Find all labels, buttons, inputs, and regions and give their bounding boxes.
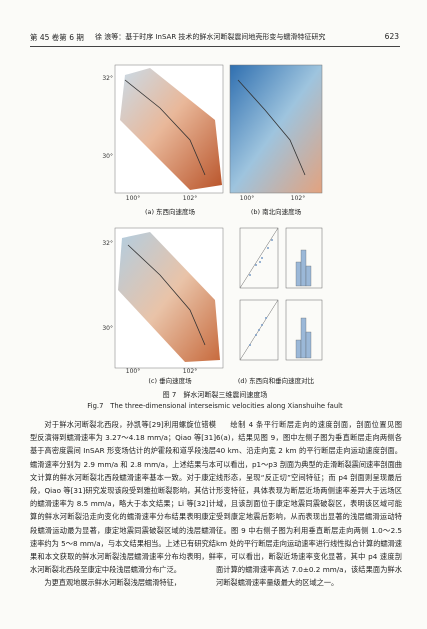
caption-zh: 图 7 鲜水河断裂三维震间速度场 (162, 391, 268, 399)
scatter-points (249, 239, 273, 346)
fault (127, 244, 206, 346)
volume: 第 45 卷第 6 期 (30, 33, 84, 42)
caption-en: Fig.7 The three-dimensional interseismic… (87, 402, 343, 410)
paragraph: 为更直观地展示鲜水河断裂浅层蠕滑特征， (44, 578, 181, 588)
map-up (118, 232, 220, 362)
map-tick: 32° (102, 240, 113, 247)
map-ns (229, 64, 323, 194)
map-tick: 100° (126, 195, 140, 202)
fault (124, 79, 206, 176)
map-tick: 30° (102, 325, 113, 332)
page-number: 623 (384, 32, 399, 41)
paragraph: 对于鲜水河断裂北西段，孙凯等[29]利用螺旋位错模型反演得到蠕滑速率为 3.27… (30, 420, 216, 575)
fault (237, 79, 306, 176)
column-left: 对于鲜水河断裂北西段，孙凯等[29]利用螺旋位错模型反演得到蠕滑速率为 3.27… (30, 418, 216, 590)
map-tick: 102° (291, 195, 305, 202)
map-tick: 102° (183, 368, 197, 375)
map-tick: 100° (240, 195, 254, 202)
paragraph: 绘制 4 条平行断层走向的速度剖面，剖面位置见图 6(a)，结果见图 9，图中左… (216, 420, 402, 588)
subcaption: (a) 东西向速度场 (144, 208, 196, 216)
subcaption: (c) 垂向速度场 (148, 377, 192, 385)
running-title: 徐 浪等：基于时序 InSAR 技术的鲜水河断裂震间地壳形变与蠕滑特征研究 (95, 33, 326, 41)
subcaption: (b) 南北向速度场 (250, 208, 302, 216)
map-ew (120, 68, 222, 190)
map-tick: 102° (183, 195, 197, 202)
subcaption: (d) 东西向和垂向速度对比 (237, 377, 315, 385)
figure: 32° 30° 100° 102° 100° 102° 32° 30° 100° 102° (102, 64, 323, 375)
map-tick: 100° (126, 368, 140, 375)
histograms (295, 249, 312, 359)
header-rule (30, 46, 400, 47)
map-tick: 30° (102, 153, 113, 160)
map-tick: 32° (102, 75, 113, 82)
column-right: 绘制 4 条平行断层走向的速度剖面，剖面位置见图 6(a)，结果见图 9，图中左… (216, 418, 402, 590)
